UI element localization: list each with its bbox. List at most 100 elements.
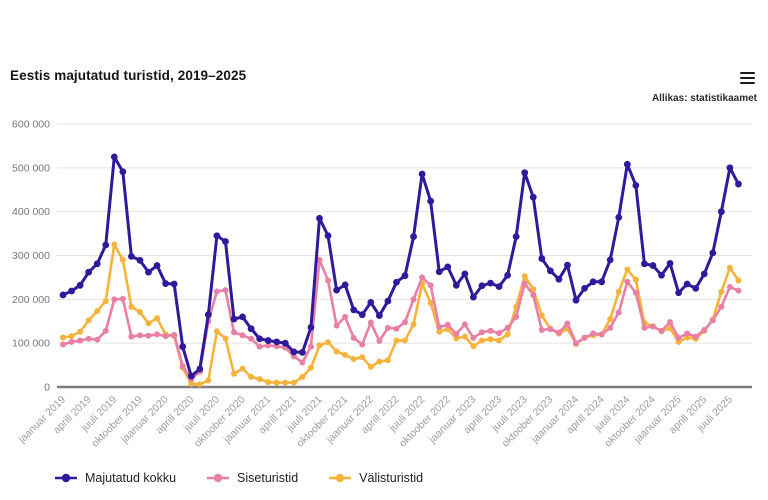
data-point	[521, 169, 529, 177]
data-point	[179, 362, 186, 369]
legend-item-välisturistid: Välisturistid	[328, 471, 423, 485]
data-point	[376, 358, 383, 365]
data-point	[538, 312, 545, 319]
data-point	[427, 299, 434, 306]
data-point	[504, 324, 511, 331]
chart-title: Eestis majutatud turistid, 2019–2025	[10, 68, 247, 83]
data-point	[487, 279, 494, 287]
data-point	[359, 354, 366, 361]
hamburger-menu-icon	[740, 76, 755, 80]
data-point	[213, 232, 221, 240]
y-axis-tick-label: 500 000	[12, 162, 50, 174]
legend-marker-icon	[329, 473, 352, 483]
data-point	[504, 331, 511, 338]
data-point	[701, 327, 708, 334]
data-point	[204, 311, 212, 319]
data-point	[231, 329, 237, 336]
data-point	[410, 233, 417, 241]
series-välisturistid	[60, 241, 742, 388]
data-point	[726, 164, 734, 172]
data-point	[402, 319, 408, 326]
data-point	[299, 348, 306, 356]
data-point	[718, 303, 725, 310]
data-point	[615, 309, 622, 316]
data-point	[248, 373, 255, 380]
data-point	[564, 261, 571, 269]
legend-label: Majutatud kokku	[85, 471, 177, 485]
data-point	[547, 326, 554, 333]
data-point	[299, 373, 306, 380]
data-point	[213, 288, 220, 295]
data-point	[256, 335, 264, 343]
menu-button[interactable]	[733, 69, 755, 87]
data-point	[316, 256, 323, 263]
data-point	[316, 214, 323, 222]
data-point	[264, 337, 272, 344]
data-point	[145, 332, 152, 339]
data-point	[239, 365, 246, 372]
data-point	[538, 327, 545, 334]
data-point	[384, 324, 391, 331]
data-point	[641, 260, 648, 268]
data-point	[256, 343, 263, 350]
data-point	[281, 339, 289, 347]
data-point	[692, 333, 699, 340]
data-point	[265, 342, 272, 349]
data-point	[735, 287, 742, 294]
data-point	[470, 343, 477, 350]
data-point	[282, 379, 289, 386]
data-point	[555, 275, 563, 283]
series-majutatud-kokku	[59, 153, 742, 380]
legend-marker-icon	[207, 473, 230, 483]
data-point	[85, 317, 92, 324]
data-point	[624, 266, 631, 273]
chart-legend: Majutatud kokku Siseturistid Välisturistid	[54, 471, 423, 485]
data-point	[384, 357, 391, 364]
y-axis-tick-label: 100 000	[12, 338, 50, 350]
data-point	[624, 278, 631, 285]
legend-label: Välisturistid	[359, 471, 424, 485]
data-point	[60, 334, 66, 341]
data-point	[85, 268, 93, 276]
data-point	[145, 268, 152, 276]
data-point	[273, 379, 280, 386]
data-point	[307, 364, 314, 371]
y-axis-tick-label: 400 000	[12, 206, 50, 218]
data-point	[623, 160, 631, 168]
data-point	[222, 238, 229, 245]
data-point	[213, 328, 220, 335]
data-point	[478, 337, 485, 344]
data-point	[77, 328, 84, 335]
data-point	[410, 296, 417, 303]
data-point	[94, 308, 101, 315]
data-point	[418, 170, 426, 178]
data-point	[222, 287, 229, 294]
data-point	[153, 262, 161, 269]
data-point	[290, 379, 297, 386]
data-point	[726, 284, 733, 291]
data-point	[179, 343, 187, 351]
data-point	[452, 281, 460, 289]
data-point	[162, 333, 169, 340]
data-point	[495, 283, 503, 291]
y-axis-tick-label: 300 000	[12, 250, 50, 262]
data-point	[127, 252, 135, 260]
data-point	[546, 267, 554, 275]
data-point	[375, 312, 383, 319]
data-point	[188, 380, 195, 387]
data-point	[239, 313, 246, 321]
data-point	[521, 280, 528, 287]
data-point	[538, 255, 546, 262]
data-point	[119, 168, 127, 176]
data-point	[718, 288, 725, 295]
data-point	[401, 272, 409, 280]
data-point	[607, 324, 614, 331]
data-point	[68, 287, 75, 295]
data-point	[299, 359, 306, 366]
data-point	[111, 296, 118, 303]
data-point	[136, 332, 143, 339]
data-point	[376, 337, 383, 344]
data-point	[402, 337, 408, 344]
data-point	[239, 332, 246, 339]
data-point	[436, 328, 443, 335]
